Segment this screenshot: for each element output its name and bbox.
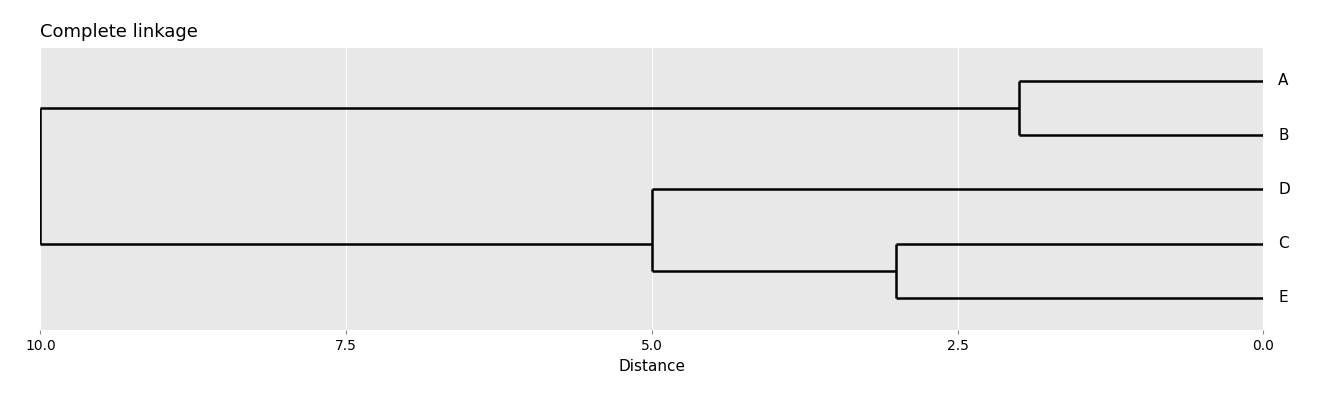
Text: E: E — [1278, 291, 1288, 305]
Text: A: A — [1278, 73, 1289, 88]
Text: D: D — [1278, 182, 1290, 197]
Text: Complete linkage: Complete linkage — [40, 23, 198, 41]
Text: C: C — [1278, 236, 1289, 251]
Text: B: B — [1278, 128, 1289, 143]
X-axis label: Distance: Distance — [618, 359, 685, 374]
